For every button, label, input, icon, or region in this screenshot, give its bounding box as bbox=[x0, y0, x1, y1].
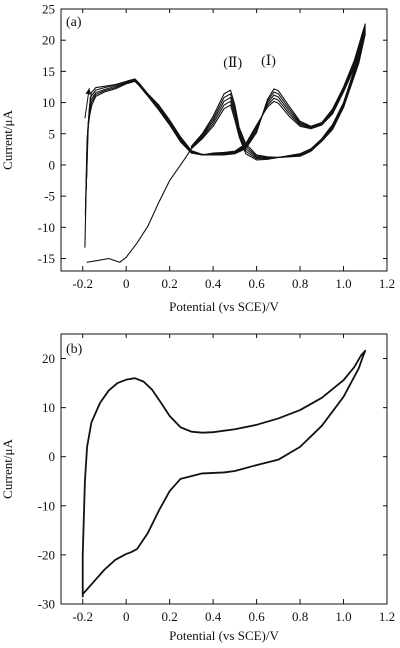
y-axis-label-b: Current/μA bbox=[0, 439, 15, 499]
x-tick-label: 1.2 bbox=[379, 609, 395, 624]
x-tick-label: 0.8 bbox=[292, 609, 308, 624]
cv-curve-2 bbox=[84, 25, 366, 216]
arrow-head bbox=[85, 88, 92, 95]
x-tick-label: -0.2 bbox=[72, 609, 93, 624]
annotations-a: (Ⅱ) (Ⅰ) bbox=[84, 54, 276, 119]
y-tick-label: -30 bbox=[38, 597, 55, 612]
y-tick-label: 10 bbox=[42, 95, 55, 110]
y-tick-label: 20 bbox=[42, 33, 55, 48]
x-tick-label: 1.0 bbox=[335, 276, 351, 291]
panel-a: (a) -0.2 0 0.2 0.4 0.6 0.8 1.0 1.2 -15 -10 -5 0 5 10 1… bbox=[0, 2, 395, 315]
y-axis-label-a: Current/μA bbox=[0, 110, 15, 170]
x-tick-label: 0.4 bbox=[205, 276, 222, 291]
y-tick-label: -20 bbox=[38, 547, 55, 562]
ticks-a: -0.2 0 0.2 0.4 0.6 0.8 1.0 1.2 -15 -10 -5 0 5 10 15 20 2… bbox=[38, 2, 395, 292]
x-tick-label: 0.8 bbox=[292, 276, 308, 291]
x-tick-label: 0.4 bbox=[205, 609, 222, 624]
cv-curve-1 bbox=[81, 349, 367, 598]
y-tick-label: -5 bbox=[44, 189, 55, 204]
ticks-b: -0.2 0 0.2 0.4 0.6 0.8 1.0 1.2 -30 -20 -10 0 10 20 bbox=[38, 334, 395, 624]
x-tick-label: 0.6 bbox=[248, 276, 265, 291]
y-tick-label: -10 bbox=[38, 220, 55, 235]
y-tick-label: 25 bbox=[42, 2, 55, 17]
x-axis-label-a: Potential (vs SCE)/V bbox=[169, 299, 279, 314]
x-tick-label: 1.0 bbox=[335, 609, 351, 624]
curves-b bbox=[81, 349, 367, 598]
y-tick-label: -15 bbox=[38, 251, 55, 266]
cv-curve-3 bbox=[85, 28, 366, 203]
y-tick-label: 10 bbox=[42, 400, 55, 415]
x-tick-label: 0 bbox=[123, 276, 130, 291]
peak-annotation: (Ⅱ) bbox=[223, 56, 242, 71]
panel-label-a: (a) bbox=[66, 15, 82, 30]
y-tick-label: 20 bbox=[42, 351, 55, 366]
y-tick-label: 0 bbox=[49, 449, 56, 464]
cv-curve-5 bbox=[86, 33, 366, 178]
panel-label-b: (b) bbox=[66, 342, 83, 357]
plot-frame-a bbox=[60, 8, 388, 272]
plot-frame-b bbox=[60, 333, 388, 605]
panel-b: (b) -0.2 0 0.2 0.4 0.6 0.8 1.0 1.2 -30 -20 -10 0 10 2… bbox=[0, 333, 395, 643]
x-axis-label-b: Potential (vs SCE)/V bbox=[169, 628, 279, 643]
x-tick-label: 0 bbox=[123, 609, 130, 624]
x-tick-label: 0.2 bbox=[162, 609, 178, 624]
curves-a bbox=[84, 23, 366, 263]
y-tick-label: 15 bbox=[42, 64, 55, 79]
y-tick-label: 5 bbox=[49, 126, 56, 141]
x-tick-label: 0.2 bbox=[162, 276, 178, 291]
x-tick-label: 1.2 bbox=[379, 276, 395, 291]
x-tick-label: 0.6 bbox=[248, 609, 265, 624]
x-tick-label: -0.2 bbox=[72, 276, 93, 291]
y-tick-label: 0 bbox=[49, 157, 56, 172]
peak-annotation: (Ⅰ) bbox=[261, 54, 276, 69]
y-tick-label: -10 bbox=[38, 498, 55, 513]
